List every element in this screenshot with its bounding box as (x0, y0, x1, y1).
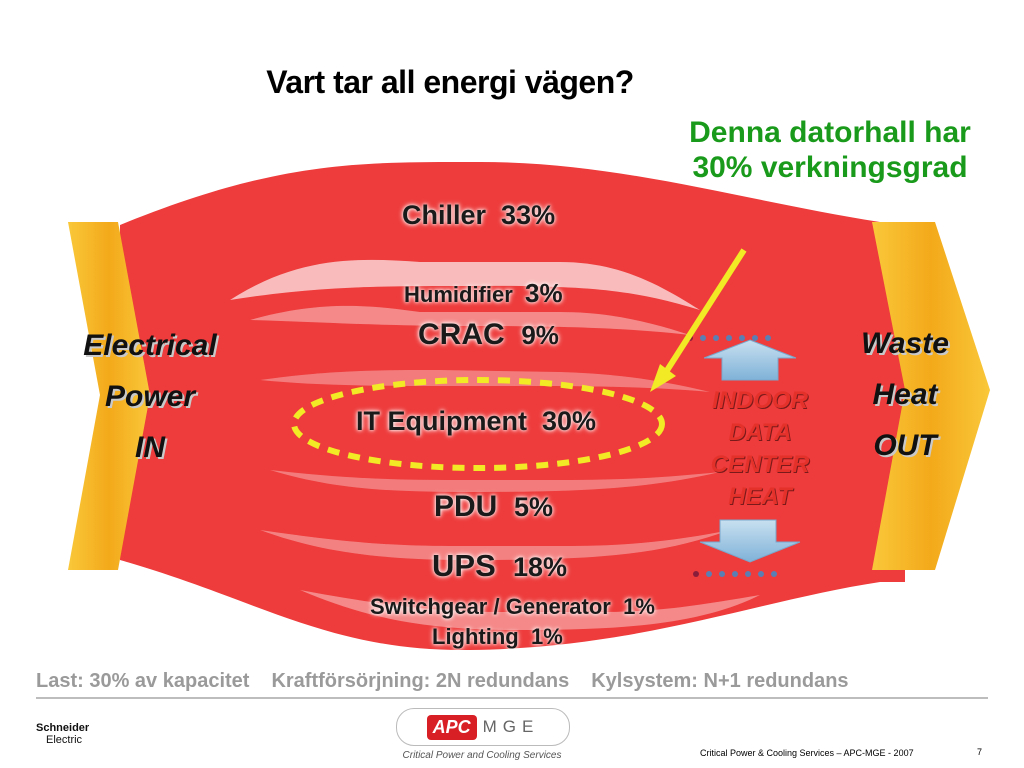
heat-arrow-down-icon (699, 519, 801, 563)
output-label-line1: Waste (861, 327, 949, 360)
output-bar (872, 222, 990, 570)
apc-mge-logo: APC MGE (396, 708, 570, 746)
flow-label-humidifier: Humidifier 3% (404, 278, 563, 309)
input-label-line2: Power (104, 380, 196, 413)
apc-wordmark: APC (426, 714, 477, 740)
flow-name: Lighting (432, 624, 519, 649)
output-label-line2: Heat (872, 378, 938, 411)
footer-power: Kraftförsörjning: 2N redundans (271, 670, 570, 692)
heat-arrow-up-icon (703, 339, 797, 381)
flow-value: 1% (530, 624, 563, 649)
page-number: 7 (977, 747, 983, 757)
footer-cooling: Kylsystem: N+1 redundans (591, 670, 849, 692)
flow-label-ups: UPS 18% (432, 548, 567, 584)
efficiency-note: Denna datorhall har 30% verkningsgrad (640, 115, 1020, 185)
flow-label-chiller: Chiller 33% (402, 200, 555, 231)
schneider-logo: Schneider Electric (36, 722, 89, 746)
flow-label-switchgear: Switchgear / Generator 1% (370, 594, 655, 620)
flow-value: 9% (521, 320, 559, 350)
indoor-heat-line2: DATA (728, 419, 792, 446)
flow-value: 33% (501, 200, 556, 230)
input-label: Electrical Power IN (50, 320, 250, 473)
flow-label-pdu: PDU 5% (434, 490, 553, 524)
flow-label-it-equipment: IT Equipment 30% (356, 406, 596, 437)
flow-value: 3% (525, 278, 563, 308)
flow-value: 5% (514, 492, 554, 522)
footer-load: Last: 30% av kapacitet (36, 670, 250, 692)
schneider-logo-line1: Schneider (36, 722, 90, 734)
indoor-heat-line1: INDOOR (712, 387, 808, 414)
flow-separators (230, 259, 760, 630)
flow-name: Humidifier (404, 282, 513, 307)
footer-credit: Critical Power & Cooling Services – APC-… (700, 748, 914, 758)
output-label-line3: OUT (873, 429, 937, 462)
pointer-arrow-head-icon (650, 364, 676, 392)
footer-divider (36, 697, 988, 699)
pointer-arrow-line (663, 248, 747, 374)
input-bar (68, 222, 150, 570)
efficiency-note-line1: Denna datorhall har (689, 116, 971, 149)
flow-name: CRAC (418, 318, 505, 351)
flow-label-lighting: Lighting 1% (432, 624, 563, 650)
indoor-heat-line4: HEAT (728, 483, 792, 510)
flow-value: 18% (512, 552, 568, 582)
flow-name: Chiller (402, 200, 487, 230)
efficiency-note-line2: 30% verkningsgrad (692, 151, 968, 184)
mge-wordmark: MGE (482, 717, 540, 736)
flow-name: Switchgear / Generator (370, 594, 611, 619)
flow-name: IT Equipment (356, 406, 527, 436)
indoor-heat-label: INDOOR DATA CENTER HEAT (680, 385, 840, 513)
heat-dots-lower (693, 571, 777, 577)
indoor-heat-line3: CENTER (710, 451, 810, 478)
it-equipment-highlight (291, 377, 665, 471)
flow-value: 1% (623, 594, 655, 619)
flow-name: PDU (434, 490, 498, 523)
apc-tagline: Critical Power and Cooling Services (402, 750, 562, 761)
schneider-logo-line2: Electric (46, 734, 83, 746)
flow-name: UPS (432, 548, 496, 583)
flow-label-crac: CRAC 9% (418, 318, 559, 352)
output-label: Waste Heat OUT (820, 318, 990, 471)
flow-value: 30% (542, 406, 597, 436)
page-title: Vart tar all energi vägen? (266, 64, 634, 100)
input-label-line3: IN (135, 431, 165, 464)
input-label-line1: Electrical (83, 329, 217, 362)
footer-info: Last: 30% av kapacitet Kraftförsörjning: … (36, 670, 871, 693)
